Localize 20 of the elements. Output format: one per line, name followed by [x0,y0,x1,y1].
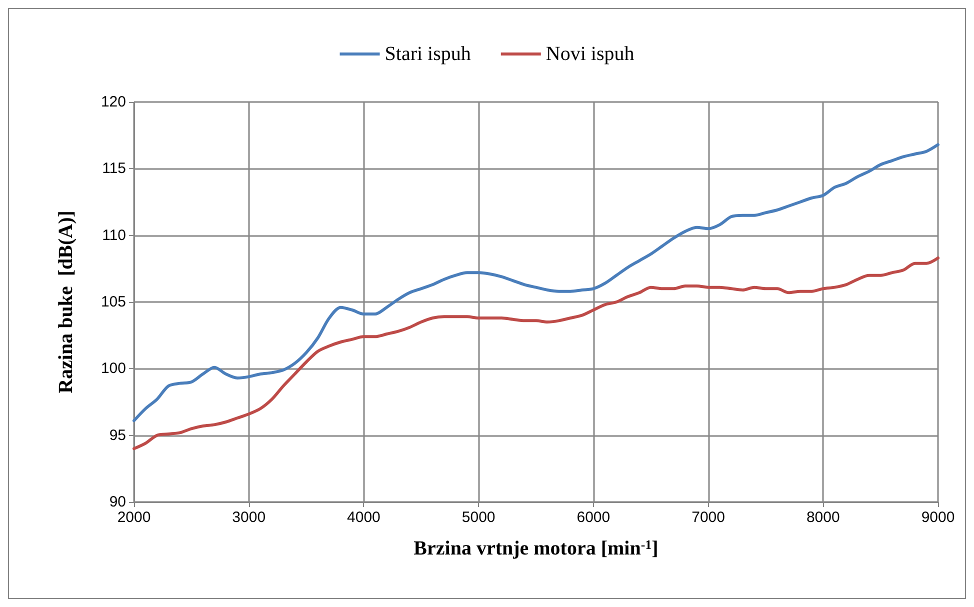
x-tick-label: 7000 [692,509,725,526]
legend-label: Stari ispuh [384,43,471,65]
x-tick-label: 4000 [347,509,380,526]
x-tick-label: 2000 [117,509,151,526]
x-tick-label: 3000 [232,509,266,526]
y-axis-title: Razina buke [dB(A)] [55,210,77,394]
x-tick-label: 5000 [462,509,496,526]
y-tick-label: 105 [100,294,126,310]
legend-label: Novi ispuh [546,43,634,65]
y-tick-label: 115 [102,160,126,178]
x-tick-label: 9000 [921,509,955,526]
y-tick-label: 95 [109,426,126,444]
y-tick-label: 100 [100,360,126,378]
line-series [132,143,940,422]
y-tick-label: 110 [102,226,126,244]
y-tick-label: 90 [109,494,126,510]
x-tick-label: 8000 [806,509,840,526]
x-tick-label: 6000 [576,509,610,526]
y-tick-label: 120 [100,94,126,110]
line-series [132,256,940,450]
